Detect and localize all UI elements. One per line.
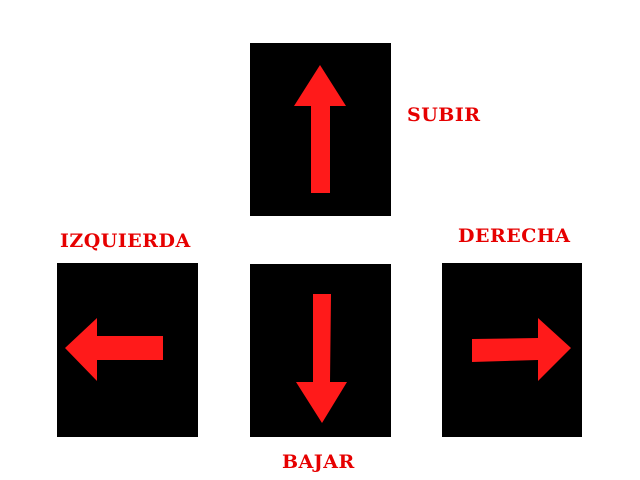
key-up [250,43,391,216]
label-down: BAJAR [282,451,355,473]
arrow-right-icon [472,318,571,381]
arrow-up-icon [294,65,346,193]
label-right: DERECHA [458,225,571,247]
arrow-down-icon [296,294,347,423]
key-right [442,263,582,437]
arrow-left-icon [65,318,163,381]
key-down [250,264,391,437]
label-left: IZQUIERDA [60,230,191,252]
label-up: SUBIR [407,104,481,126]
key-left [57,263,198,437]
